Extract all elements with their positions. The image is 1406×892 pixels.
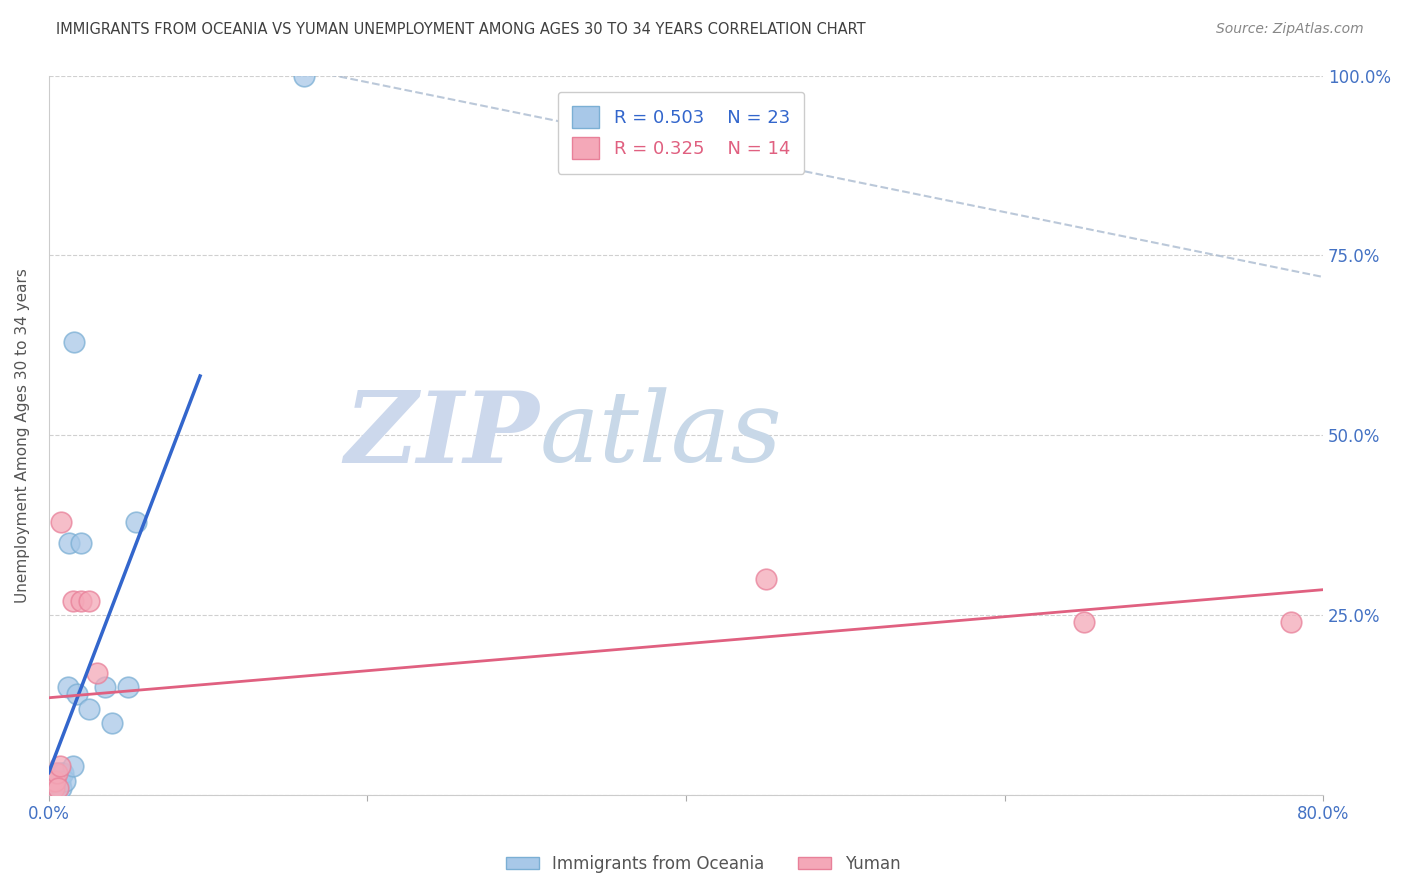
Point xyxy=(56,680,79,694)
Point xyxy=(117,680,139,694)
Point xyxy=(125,515,148,529)
Point xyxy=(51,515,73,529)
Point xyxy=(45,766,67,780)
Point xyxy=(77,594,100,608)
Point xyxy=(1279,615,1302,630)
Point xyxy=(93,680,115,694)
Point xyxy=(62,594,84,608)
Point xyxy=(41,780,63,795)
Text: IMMIGRANTS FROM OCEANIA VS YUMAN UNEMPLOYMENT AMONG AGES 30 TO 34 YEARS CORRELAT: IMMIGRANTS FROM OCEANIA VS YUMAN UNEMPLO… xyxy=(56,22,866,37)
Point xyxy=(46,780,69,795)
Point xyxy=(42,773,65,788)
Point xyxy=(77,702,100,716)
Point xyxy=(53,773,76,788)
Point xyxy=(58,536,80,550)
Point xyxy=(755,572,778,586)
Point xyxy=(51,780,73,795)
Point xyxy=(51,766,73,780)
Point xyxy=(44,780,66,795)
Point xyxy=(101,716,124,731)
Point xyxy=(62,759,84,773)
Point xyxy=(292,69,315,83)
Y-axis label: Unemployment Among Ages 30 to 34 years: Unemployment Among Ages 30 to 34 years xyxy=(15,268,30,603)
Text: atlas: atlas xyxy=(540,388,782,483)
Point xyxy=(69,594,91,608)
Point xyxy=(45,766,67,780)
Point xyxy=(42,780,65,795)
Point xyxy=(49,773,72,788)
Point xyxy=(41,773,63,788)
Text: ZIP: ZIP xyxy=(344,387,540,483)
Point xyxy=(49,759,72,773)
Text: Source: ZipAtlas.com: Source: ZipAtlas.com xyxy=(1216,22,1364,37)
Point xyxy=(44,773,66,788)
Point xyxy=(69,536,91,550)
Legend: Immigrants from Oceania, Yuman: Immigrants from Oceania, Yuman xyxy=(499,848,907,880)
Point xyxy=(52,766,75,780)
Point xyxy=(1073,615,1095,630)
Legend: R = 0.503    N = 23, R = 0.325    N = 14: R = 0.503 N = 23, R = 0.325 N = 14 xyxy=(558,92,804,174)
Point xyxy=(66,687,89,701)
Point xyxy=(46,780,69,795)
Point xyxy=(86,665,108,680)
Point xyxy=(63,334,86,349)
Point xyxy=(45,773,67,788)
